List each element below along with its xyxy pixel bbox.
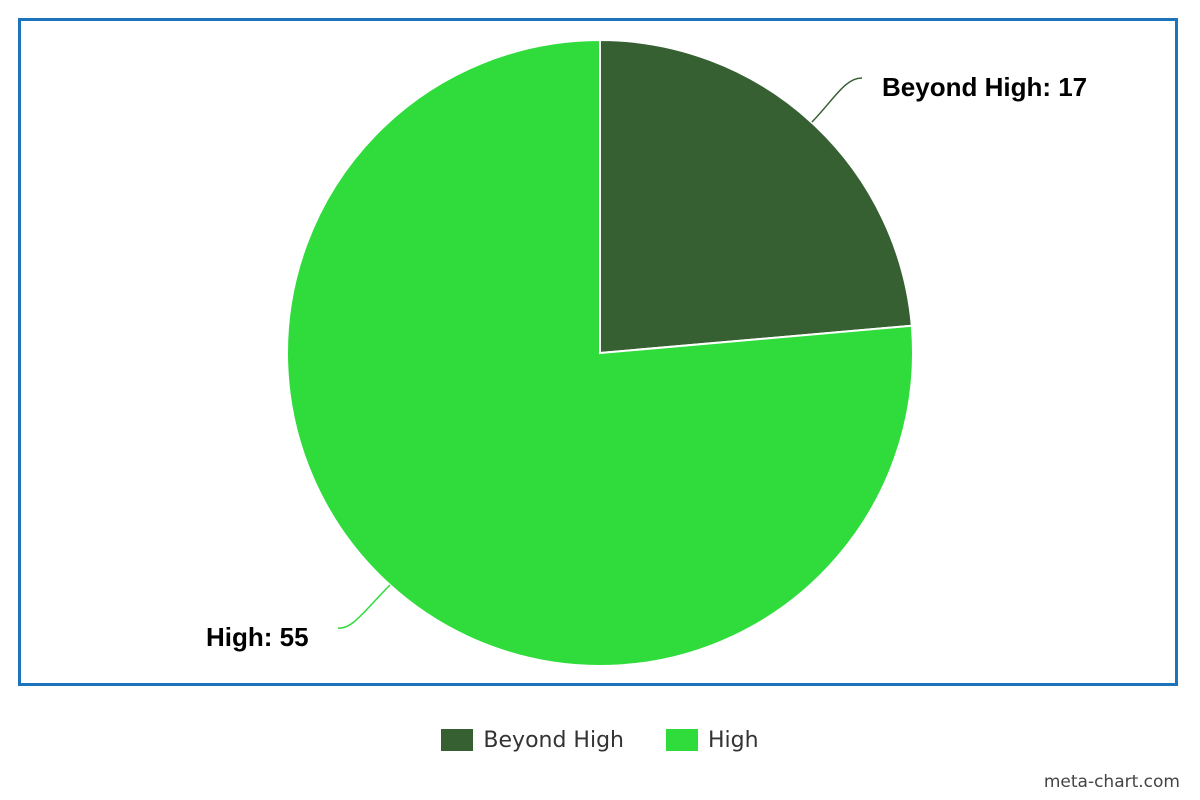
leader-line-beyond-high [811,77,863,123]
legend: Beyond High High [0,722,1200,758]
leader-lines [337,77,863,629]
watermark: meta-chart.com [1043,772,1180,792]
pie-slices [286,38,914,667]
pie-slice-high[interactable] [286,38,914,667]
legend-swatch-high [666,729,698,751]
legend-item-high[interactable]: High [666,728,759,753]
legend-item-beyond-high[interactable]: Beyond High [441,728,624,753]
legend-label-beyond-high: Beyond High [483,727,624,753]
leader-line-high [337,584,391,629]
data-label-high: High: 55 [206,622,309,652]
legend-swatch-beyond-high [441,729,474,751]
legend-label-high: High [708,727,759,753]
data-label-beyond-high: Beyond High: 17 [882,72,1087,102]
slice-labels: Beyond High: 17 High: 55 [206,72,1087,652]
pie-slice-beyond-high[interactable] [599,38,913,355]
